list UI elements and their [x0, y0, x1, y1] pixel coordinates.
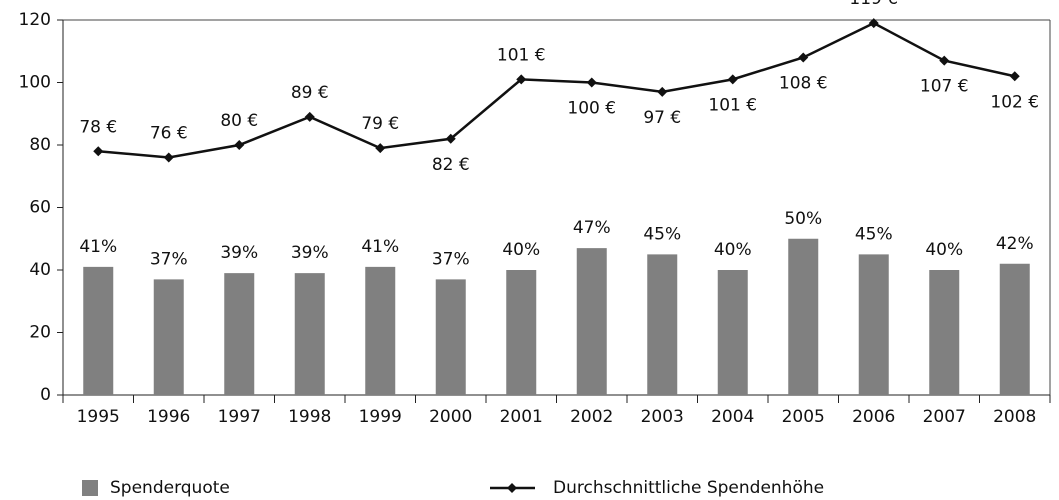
legend-swatch	[82, 480, 98, 496]
line-marker	[1009, 71, 1020, 82]
x-tick-label: 1997	[218, 407, 261, 427]
bar	[365, 266, 396, 395]
x-tick-label: 2007	[923, 407, 966, 427]
bar	[858, 254, 889, 395]
x-tick-label: 2004	[711, 407, 754, 427]
bar	[788, 238, 819, 395]
bar-value-label: 40%	[502, 240, 540, 260]
line-marker	[657, 86, 668, 97]
bar-value-label: 39%	[220, 243, 258, 263]
line-marker	[234, 140, 245, 150]
bar-value-label: 45%	[643, 224, 681, 244]
legend-label: Spenderquote	[110, 478, 230, 498]
line-value-label: 78 €	[79, 117, 117, 137]
line-marker	[586, 77, 597, 88]
bar	[83, 266, 114, 395]
x-tick-label: 1998	[288, 407, 331, 427]
x-tick-label: 2000	[429, 407, 472, 427]
line-marker	[798, 52, 809, 63]
y-tick-label: 60	[29, 198, 51, 218]
y-tick-label: 20	[29, 323, 51, 343]
x-tick-label: 2002	[570, 407, 613, 427]
bar-value-label: 42%	[996, 234, 1034, 254]
line-value-label: 101 €	[708, 95, 757, 115]
y-tick-label: 80	[29, 135, 51, 155]
bar-value-label: 50%	[784, 209, 822, 229]
bar-value-label: 37%	[150, 249, 188, 269]
x-tick-label: 1996	[147, 407, 190, 427]
line-value-label: 76 €	[150, 124, 188, 144]
x-tick-label: 2006	[852, 407, 895, 427]
x-tick-label: 1995	[77, 407, 120, 427]
line-marker	[516, 74, 527, 85]
line-value-label: 102 €	[990, 92, 1039, 112]
bar-value-label: 45%	[855, 224, 893, 244]
legend-label: Durchschnittliche Spendenhöhe	[553, 478, 824, 498]
legend-marker	[507, 483, 517, 493]
bar	[506, 270, 537, 395]
line-value-label: 107 €	[920, 77, 969, 97]
line-marker	[375, 143, 386, 154]
bar	[929, 270, 960, 395]
line-marker	[868, 18, 879, 29]
line-value-label: 82 €	[432, 155, 470, 175]
line-value-label: 97 €	[643, 108, 681, 128]
line-marker	[163, 152, 174, 163]
line-marker	[93, 146, 104, 157]
line-marker	[727, 74, 738, 85]
x-tick-label: 2003	[641, 407, 684, 427]
x-tick-label: 1999	[359, 407, 402, 427]
line-value-label: 89 €	[291, 83, 329, 103]
bar	[153, 279, 184, 395]
line-value-label: 80 €	[220, 111, 258, 131]
y-tick-label: 40	[29, 260, 51, 280]
bar	[647, 254, 678, 395]
bar	[224, 273, 255, 395]
x-tick-label: 2001	[500, 407, 543, 427]
x-tick-label: 2008	[993, 407, 1036, 427]
bar-value-label: 39%	[291, 243, 329, 263]
line-value-label: 79 €	[361, 114, 399, 134]
y-tick-label: 100	[19, 73, 51, 93]
line-marker	[304, 111, 315, 122]
line-marker	[939, 55, 950, 66]
bar-value-label: 41%	[361, 237, 399, 257]
bar-value-label: 47%	[573, 218, 611, 238]
bar-value-label: 40%	[714, 240, 752, 260]
line-value-label: 100 €	[567, 99, 616, 119]
line-value-label: 108 €	[779, 74, 828, 94]
bar	[435, 279, 466, 395]
bar-value-label: 37%	[432, 249, 470, 269]
line-value-label: 101 €	[497, 45, 546, 65]
y-tick-label: 120	[19, 10, 51, 30]
bar-value-label: 41%	[79, 237, 117, 257]
bar	[294, 273, 325, 395]
line	[98, 21, 1016, 159]
bar	[999, 263, 1030, 395]
line-value-label: 119 €	[849, 0, 898, 9]
x-tick-label: 2005	[782, 407, 825, 427]
line-marker	[445, 133, 456, 144]
y-tick-label: 0	[40, 385, 51, 405]
bar-value-label: 40%	[925, 240, 963, 260]
bar	[717, 270, 748, 395]
bar	[576, 248, 607, 395]
